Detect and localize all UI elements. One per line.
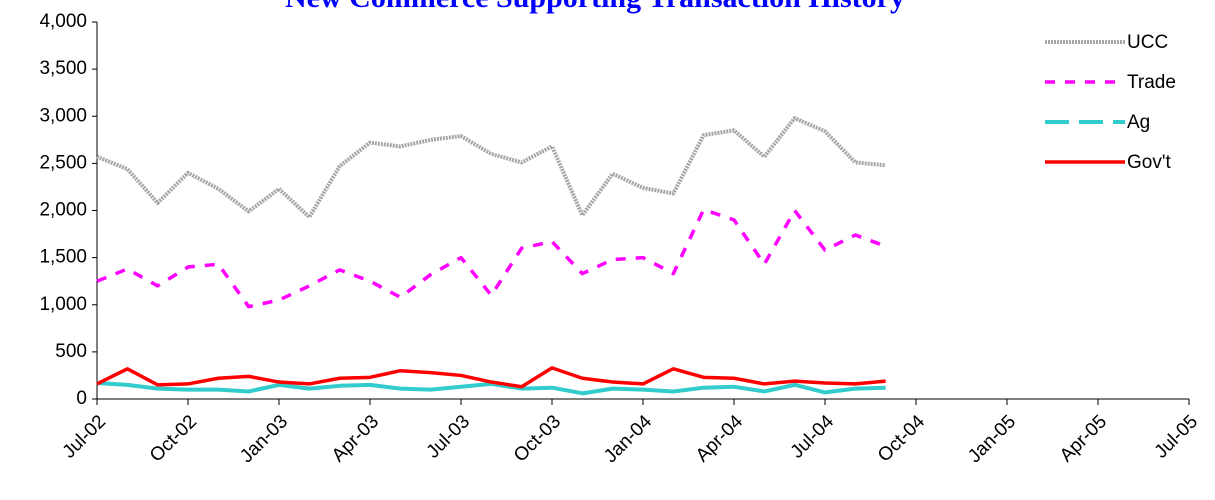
legend-label: Ag bbox=[1127, 112, 1150, 133]
x-tick-label: Jul-05 bbox=[1151, 411, 1202, 462]
x-tick-label: Jul-04 bbox=[787, 411, 839, 463]
x-tick-label: Apr-04 bbox=[692, 411, 747, 466]
x-tick-label: Jan-03 bbox=[236, 411, 292, 467]
x-tick-label: Jan-05 bbox=[964, 411, 1020, 467]
y-tick-label: 500 bbox=[55, 341, 87, 362]
y-tick-label: 1,500 bbox=[39, 247, 87, 268]
x-tick-label: Oct-02 bbox=[146, 411, 201, 466]
x-tick-label: Jul-03 bbox=[423, 411, 474, 462]
x-tick-label: Jul-02 bbox=[59, 411, 110, 462]
y-tick-label: 2,500 bbox=[39, 152, 87, 173]
y-tick-label: 1,000 bbox=[39, 294, 87, 315]
series-line bbox=[96, 116, 886, 220]
series-line bbox=[96, 380, 886, 396]
y-tick-label: 2,000 bbox=[39, 200, 87, 221]
y-tick-label: 3,000 bbox=[39, 105, 87, 126]
chart-title: New Commerce Supporting Transaction Hist… bbox=[285, 0, 905, 14]
y-tick-label: 0 bbox=[76, 388, 87, 409]
legend-label: UCC bbox=[1127, 32, 1168, 53]
y-tick-label: 3,500 bbox=[39, 58, 87, 79]
x-tick-label: Jan-04 bbox=[600, 411, 656, 467]
x-tick-label: Oct-04 bbox=[874, 411, 929, 466]
y-tick-label: 4,000 bbox=[39, 11, 87, 32]
legend-label: Gov't bbox=[1127, 152, 1171, 173]
series-line bbox=[96, 207, 887, 309]
x-tick-label: Oct-03 bbox=[510, 411, 565, 466]
series-line bbox=[96, 366, 886, 389]
x-tick-label: Apr-05 bbox=[1056, 411, 1111, 466]
legend-label: Trade bbox=[1127, 72, 1176, 93]
x-tick-label: Apr-03 bbox=[328, 411, 383, 466]
